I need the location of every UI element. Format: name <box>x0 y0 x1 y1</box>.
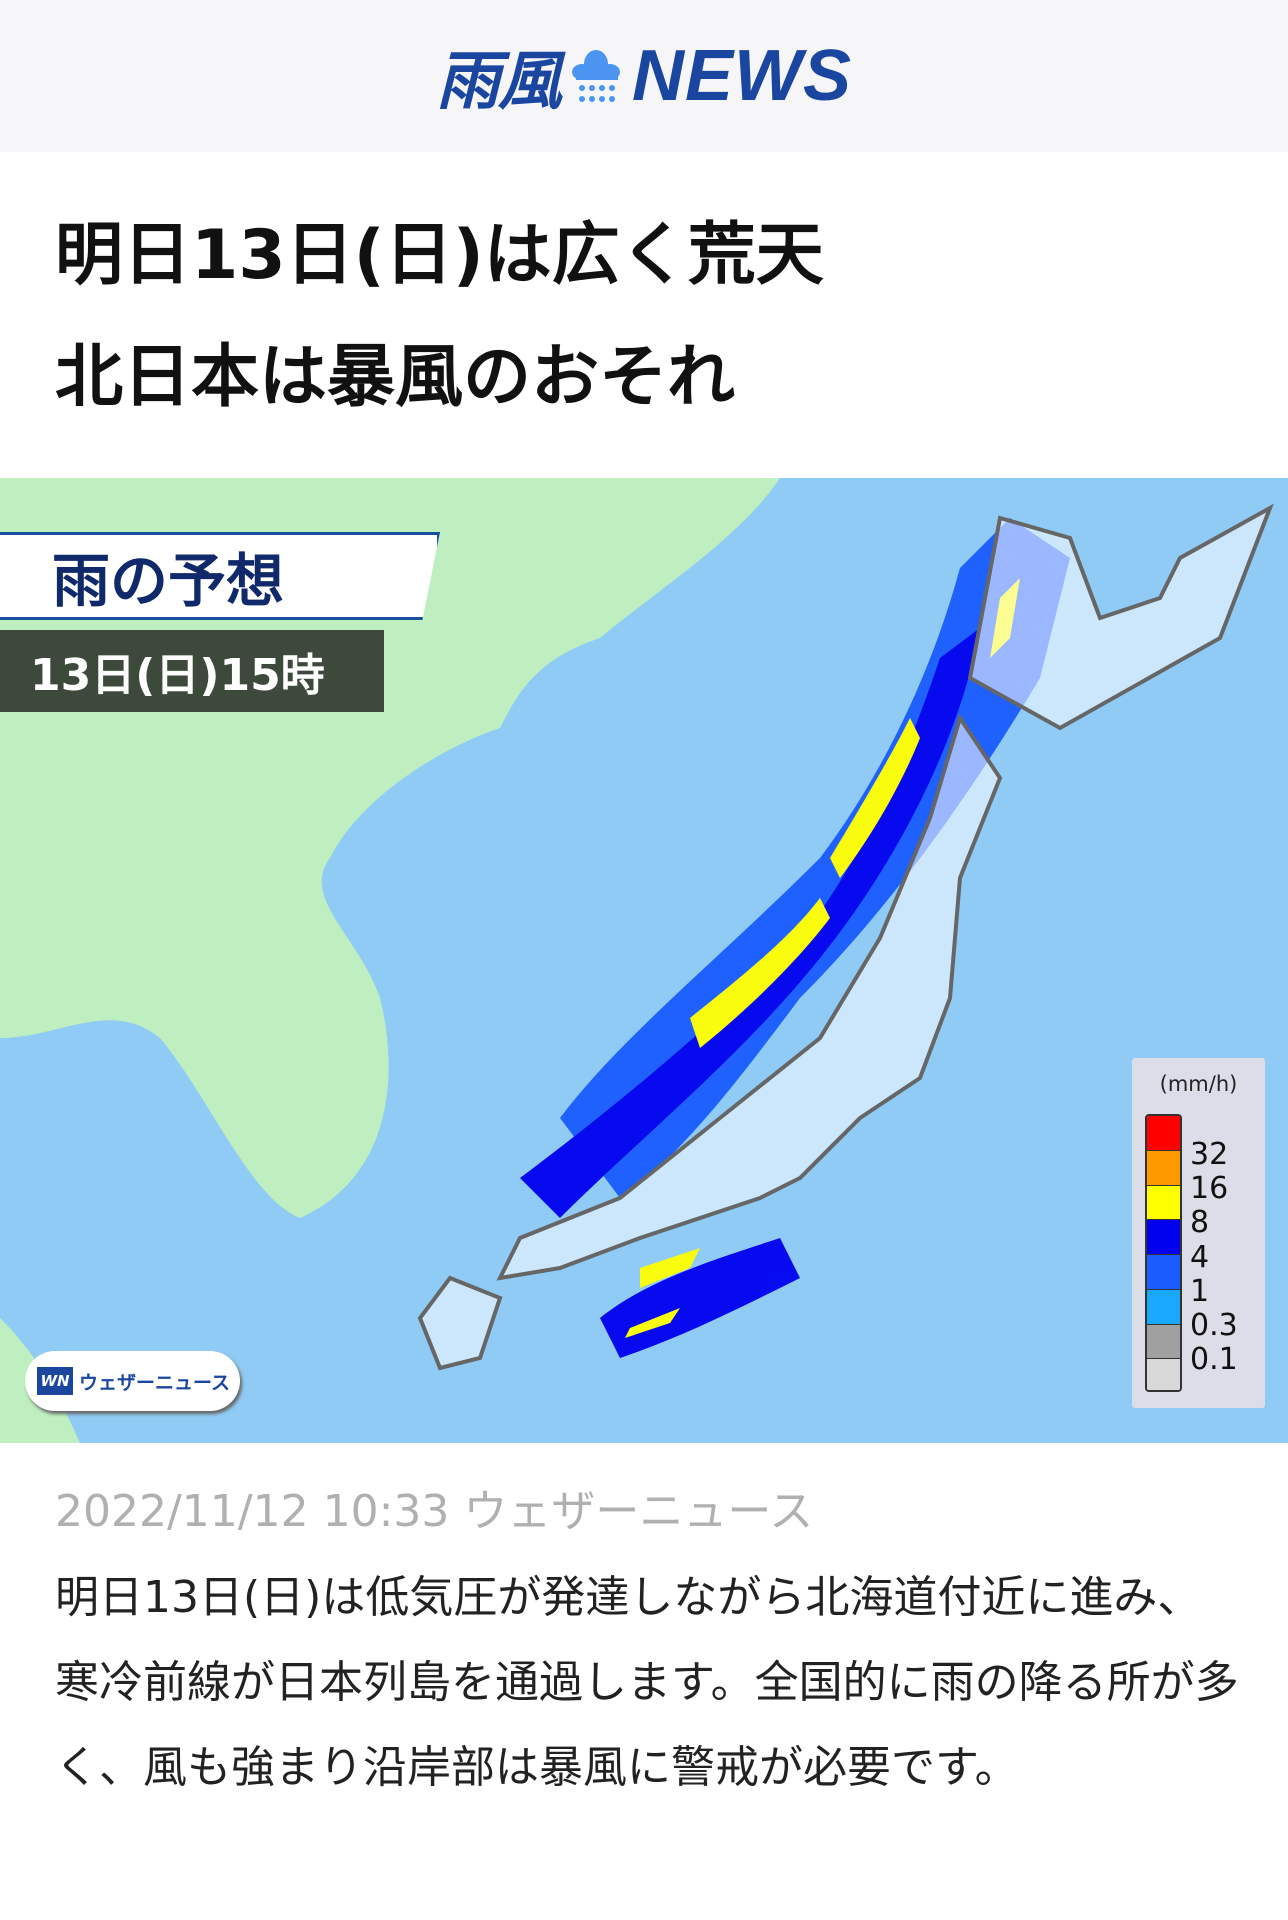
article-title: 明日13日(日)は広く荒天 北日本は暴風のおそれ <box>55 195 1235 439</box>
rain-band <box>520 518 1070 1358</box>
article-body: 明日13日(日)は低気圧が発達しながら北海道付近に進み、寒冷前線が日本列島を通過… <box>55 1572 1239 1793</box>
article-meta: 2022/11/12 10:33 ウェザーニュース <box>55 1475 813 1539</box>
weathernews-logo-icon: WN <box>37 1367 73 1395</box>
land-japan <box>417 503 1274 1371</box>
logo-text-en: NEWS <box>632 36 852 116</box>
legend-value: 0.3 <box>1190 1308 1238 1344</box>
legend-swatch <box>1147 1289 1180 1325</box>
legend-swatch <box>1147 1185 1180 1221</box>
title-line: 明日13日(日)は広く荒天 <box>55 216 824 295</box>
article-date: 2022/11/12 10:33 <box>55 1486 450 1537</box>
app-header: 雨風 NEWS <box>0 0 1288 152</box>
logo-text-jp: 雨風 <box>436 45 562 119</box>
rain-forecast-map[interactable]: 雨の予想 13日(日)15時 (mm/h) 32 16 8 4 1 0.3 0.… <box>0 478 1288 1443</box>
article-source[interactable]: ウェザーニュース <box>463 1486 814 1537</box>
legend-value: 32 <box>1190 1137 1229 1172</box>
legend-swatch <box>1147 1324 1180 1360</box>
map-time-label: 13日(日)15時 <box>0 630 384 712</box>
legend-value: 0.1 <box>1190 1342 1238 1378</box>
precip-legend: (mm/h) 32 16 8 4 1 0.3 0.1 <box>1132 1058 1265 1408</box>
watermark-text: ウェザーニュース <box>79 1371 231 1394</box>
legend-swatch <box>1147 1116 1180 1151</box>
legend-value: 4 <box>1190 1239 1210 1275</box>
map-title-label: 雨の予想 <box>0 532 440 620</box>
weathernews-watermark: WN ウェザーニュース <box>25 1351 240 1411</box>
legend-color-bar <box>1145 1114 1182 1392</box>
legend-swatch <box>1147 1255 1180 1290</box>
legend-value: 8 <box>1190 1205 1210 1241</box>
legend-swatch <box>1147 1359 1180 1390</box>
cloud-rain-icon <box>572 50 620 102</box>
legend-swatch <box>1147 1220 1180 1255</box>
legend-values: 32 16 8 4 1 0.3 0.1 <box>1190 1137 1238 1378</box>
legend-swatch <box>1147 1150 1180 1186</box>
legend-value: 16 <box>1190 1171 1229 1207</box>
logo[interactable]: 雨風 NEWS <box>436 30 852 122</box>
legend-unit: (mm/h) <box>1159 1072 1238 1096</box>
legend-value: 1 <box>1190 1273 1210 1309</box>
title-line: 北日本は暴風のおそれ <box>55 338 736 417</box>
map-graphic <box>0 478 1274 1443</box>
